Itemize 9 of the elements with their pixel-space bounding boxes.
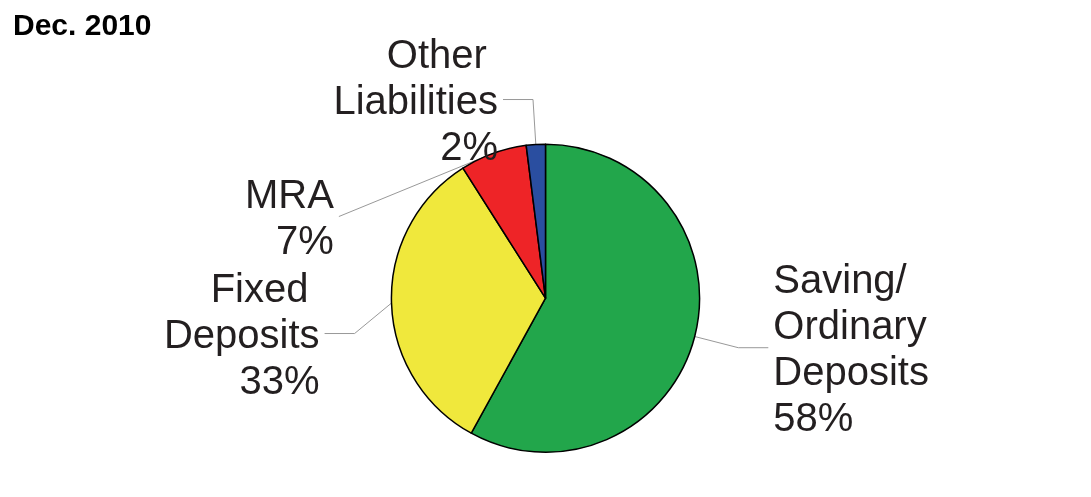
slice-label: Fixed Deposits (163, 265, 320, 356)
data-label: 7% (276, 217, 334, 262)
data-label: 33% (239, 357, 320, 402)
slice-label: MRA (245, 171, 335, 216)
data-label: 58% (773, 394, 854, 439)
slice-label: Other Liabilities (333, 31, 498, 122)
chart-title: Dec. 2010 (13, 7, 152, 41)
slice-label: Saving/ Ordinary Deposits (773, 256, 938, 393)
data-label: 2% (440, 123, 498, 168)
